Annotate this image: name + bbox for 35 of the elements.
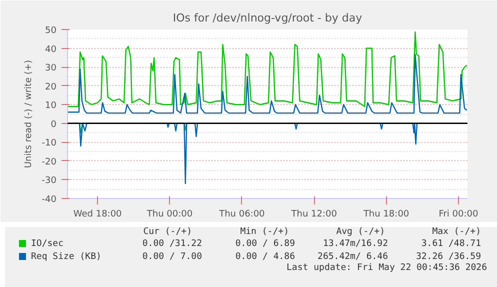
line-series bbox=[68, 31, 468, 108]
x-tick-label: Wed 18:00 bbox=[73, 210, 122, 220]
legend-label: IO/sec bbox=[31, 239, 64, 249]
chart-title: IOs for /dev/nlnog-vg/root - by day bbox=[172, 12, 363, 24]
y-tick-label: 20 bbox=[45, 82, 57, 92]
y-tick-label: 0 bbox=[50, 120, 57, 130]
text: 32.26 /36.59 bbox=[416, 252, 481, 262]
text: 265.42m/ 6.46 bbox=[318, 252, 388, 262]
text: 0.00 / 6.89 bbox=[235, 239, 295, 249]
y-tick-label: 50 bbox=[45, 26, 57, 36]
text: 0.00 / 7.00 bbox=[142, 252, 202, 262]
y-tick-label: -10 bbox=[42, 138, 57, 149]
text: Min (-/+) bbox=[240, 227, 289, 237]
y-tick-label: -40 bbox=[42, 195, 57, 205]
text: 0.00 / 4.86 bbox=[235, 252, 295, 262]
y-tick-label: -20 bbox=[42, 157, 57, 168]
x-tick-label: Thu 12:00 bbox=[290, 210, 338, 220]
line-series bbox=[68, 54, 468, 114]
y-axis-title: Units read (-) / write (+) bbox=[24, 60, 34, 168]
x-tick-label: Thu 00:00 bbox=[146, 210, 193, 220]
text: Max (-/+) bbox=[432, 227, 481, 237]
text: 13.47m/16.92 bbox=[322, 239, 388, 249]
text: 0.00 /31.22 bbox=[142, 239, 202, 249]
y-tick-label: -30 bbox=[42, 176, 57, 186]
x-tick-label: Fri 00:00 bbox=[438, 210, 479, 220]
text: 3.61 /48.71 bbox=[421, 239, 481, 249]
y-tick-label: 40 bbox=[45, 44, 57, 55]
text: Cur (-/+) bbox=[143, 227, 192, 237]
y-tick-label: 30 bbox=[45, 64, 57, 74]
y-tick-label: 10 bbox=[45, 101, 57, 112]
legend-label: Req Size (KB) bbox=[31, 252, 102, 262]
x-tick-label: Thu 18:00 bbox=[362, 210, 410, 220]
text: Last update: Fri May 22 00:45:36 2026 bbox=[286, 263, 487, 273]
text: Avg (-/+) bbox=[336, 227, 385, 237]
x-tick-label: Thu 06:00 bbox=[218, 210, 266, 220]
